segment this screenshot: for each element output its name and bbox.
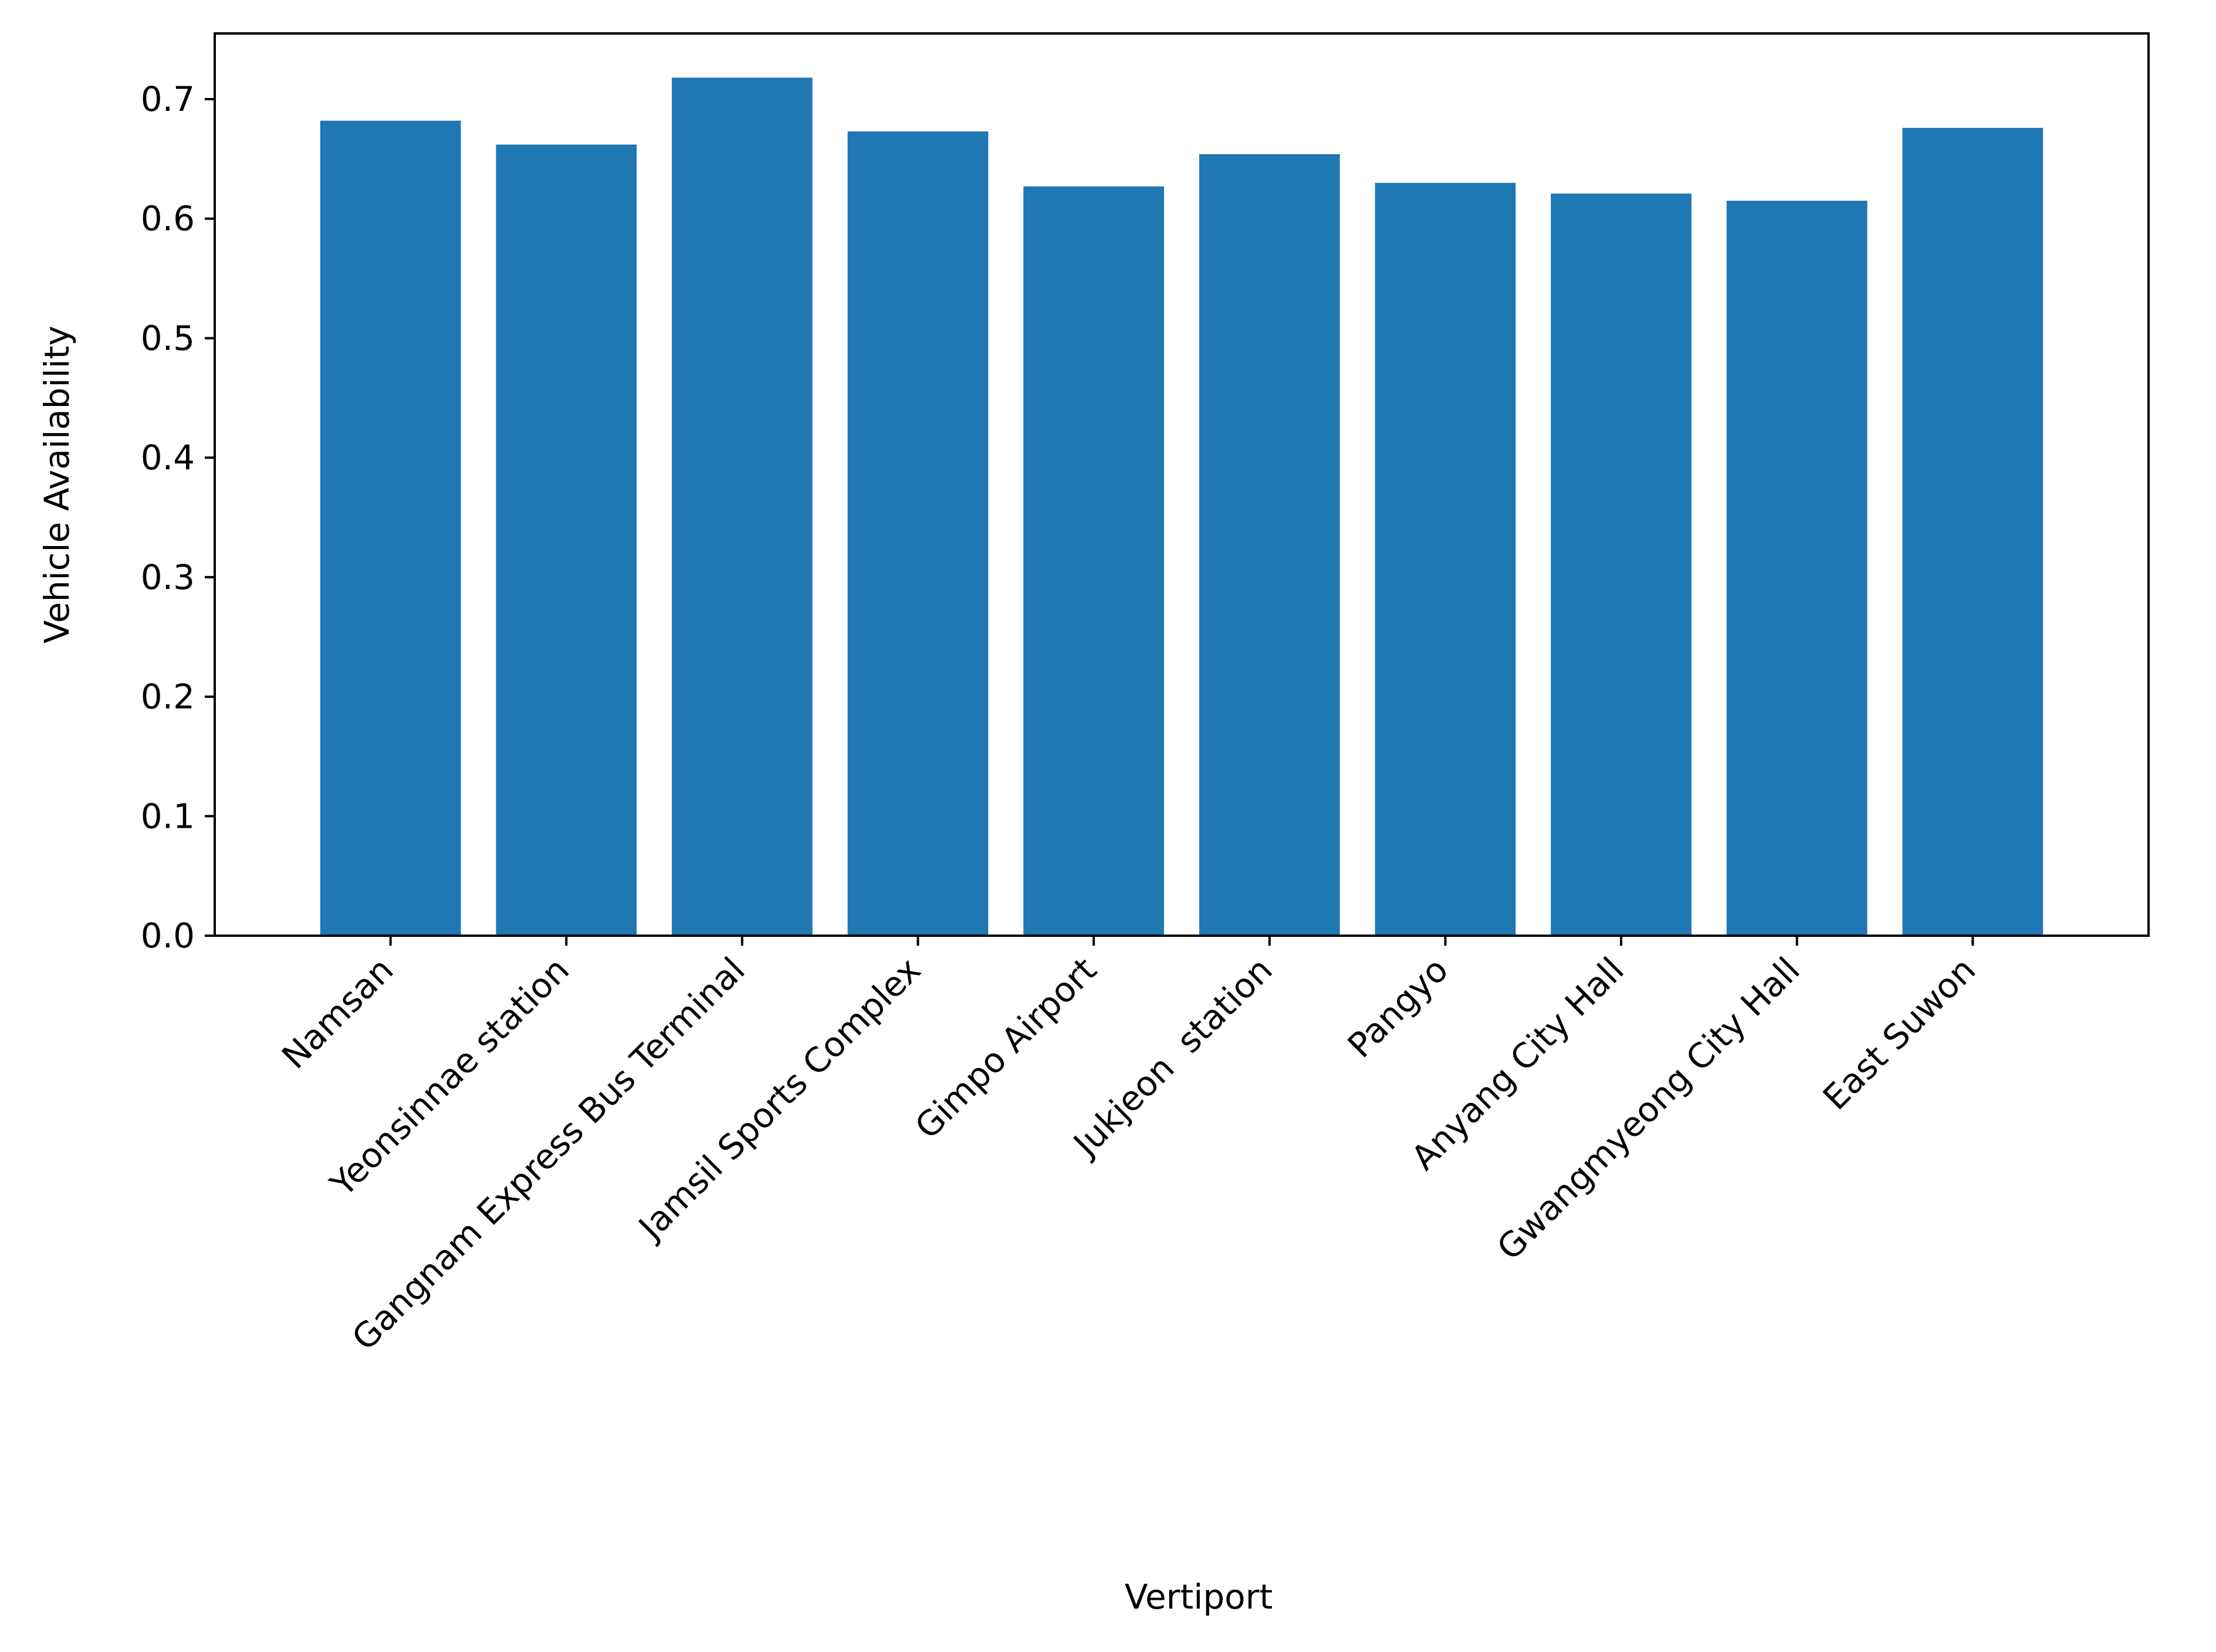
y-tick-label: 0.1: [141, 796, 195, 836]
bar-3: [847, 131, 989, 936]
y-tick-label: 0.4: [141, 438, 195, 478]
plot-frame: [214, 32, 2150, 937]
bar-5: [1199, 154, 1340, 936]
bar-7: [1551, 193, 1691, 936]
bars-group: [320, 77, 2044, 936]
y-tick-label: 0.6: [141, 199, 195, 239]
y-tick-label: 0.5: [141, 318, 195, 358]
y-tick-label: 0.0: [141, 916, 195, 956]
bar-2: [672, 77, 813, 936]
y-axis-label: Vehicle Availability: [37, 326, 77, 644]
y-tick-label: 0.2: [141, 677, 195, 717]
bar-6: [1375, 182, 1516, 936]
bar-0: [320, 120, 461, 936]
bar-1: [496, 144, 637, 936]
bar-9: [1902, 127, 2044, 936]
y-axis-ticks: 0.0 0.1 0.2 0.3 0.4 0.5 0.6 0.7: [141, 79, 215, 956]
bar-8: [1726, 201, 1867, 936]
x-axis-label: Vertiport: [1125, 1577, 1273, 1617]
y-tick-label: 0.3: [141, 557, 195, 597]
y-tick-label: 0.7: [141, 79, 195, 119]
bar-4: [1023, 186, 1165, 936]
